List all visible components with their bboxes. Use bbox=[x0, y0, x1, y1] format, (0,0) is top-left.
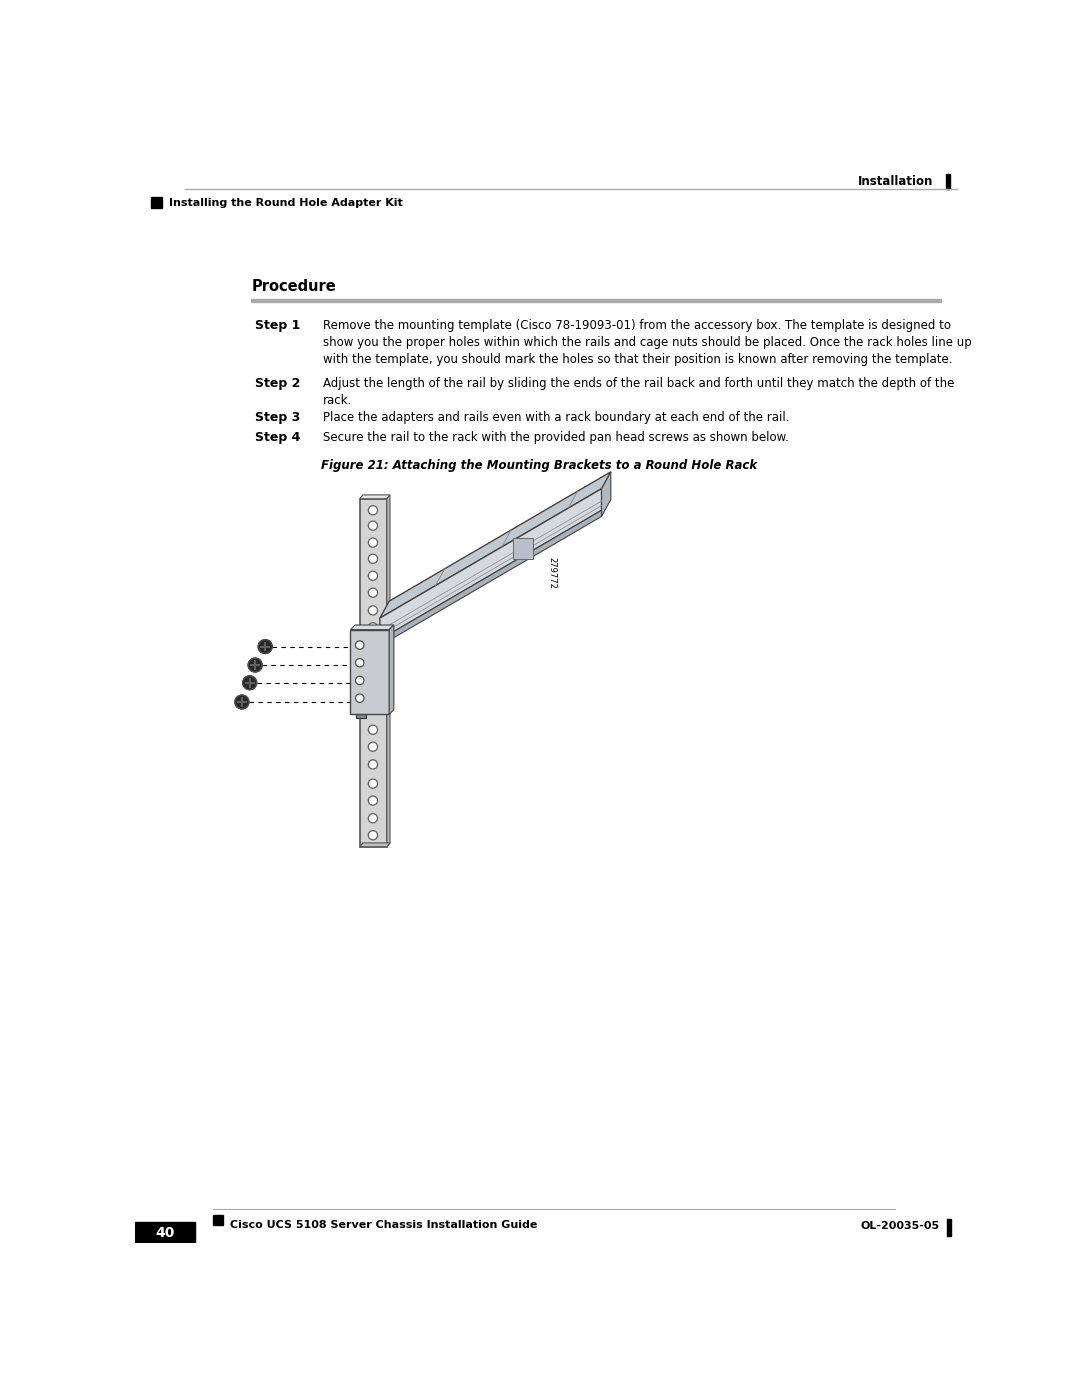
Polygon shape bbox=[350, 630, 389, 714]
Circle shape bbox=[368, 555, 378, 563]
Text: Step 3: Step 3 bbox=[255, 411, 300, 423]
Bar bbox=[135, 1222, 195, 1243]
Circle shape bbox=[368, 760, 378, 768]
Bar bbox=[252, 299, 941, 302]
Circle shape bbox=[368, 521, 378, 531]
Circle shape bbox=[355, 641, 364, 650]
Polygon shape bbox=[356, 626, 366, 718]
Bar bbox=[213, 1215, 222, 1225]
Text: Place the adapters and rails even with a rack boundary at each end of the rail.: Place the adapters and rails even with a… bbox=[323, 411, 789, 423]
Text: Adjust the length of the rail by sliding the ends of the rail back and forth unt: Adjust the length of the rail by sliding… bbox=[323, 377, 954, 407]
Circle shape bbox=[368, 796, 378, 805]
Circle shape bbox=[368, 571, 378, 580]
Text: 279772: 279772 bbox=[548, 557, 556, 590]
Text: Figure 21: Attaching the Mounting Brackets to a Round Hole Rack: Figure 21: Attaching the Mounting Bracke… bbox=[321, 458, 757, 472]
Text: OL-20035-05: OL-20035-05 bbox=[861, 1221, 940, 1231]
Polygon shape bbox=[350, 624, 394, 630]
Polygon shape bbox=[389, 624, 394, 714]
Polygon shape bbox=[602, 472, 611, 517]
Polygon shape bbox=[360, 499, 387, 847]
Polygon shape bbox=[380, 489, 602, 640]
Bar bbox=[150, 197, 162, 208]
Polygon shape bbox=[360, 495, 390, 499]
Circle shape bbox=[368, 742, 378, 752]
Circle shape bbox=[368, 606, 378, 615]
Circle shape bbox=[368, 725, 378, 735]
Text: Cisco UCS 5108 Server Chassis Installation Guide: Cisco UCS 5108 Server Chassis Installati… bbox=[230, 1220, 537, 1231]
Polygon shape bbox=[513, 538, 532, 559]
Text: Secure the rail to the rack with the provided pan head screws as shown below.: Secure the rail to the rack with the pro… bbox=[323, 432, 788, 444]
Text: Installation: Installation bbox=[858, 175, 933, 189]
Text: Procedure: Procedure bbox=[252, 279, 336, 295]
Circle shape bbox=[355, 676, 364, 685]
Polygon shape bbox=[387, 495, 390, 847]
Text: Remove the mounting template (Cisco 78-19093-01) from the accessory box. The tem: Remove the mounting template (Cisco 78-1… bbox=[323, 320, 971, 366]
Text: Installing the Round Hole Adapter Kit: Installing the Round Hole Adapter Kit bbox=[170, 198, 403, 208]
Bar bbox=[946, 173, 949, 189]
Polygon shape bbox=[380, 472, 611, 617]
Circle shape bbox=[258, 640, 272, 654]
Circle shape bbox=[368, 780, 378, 788]
Circle shape bbox=[368, 640, 378, 650]
Text: Step 4: Step 4 bbox=[255, 432, 300, 444]
Text: Step 1: Step 1 bbox=[255, 320, 300, 332]
Circle shape bbox=[368, 588, 378, 598]
Polygon shape bbox=[360, 842, 390, 847]
Text: 40: 40 bbox=[156, 1225, 175, 1239]
Polygon shape bbox=[380, 510, 602, 645]
Circle shape bbox=[368, 538, 378, 548]
Text: Step 2: Step 2 bbox=[255, 377, 300, 390]
Bar bbox=[947, 1220, 951, 1236]
Circle shape bbox=[248, 658, 262, 672]
Circle shape bbox=[368, 813, 378, 823]
Circle shape bbox=[355, 694, 364, 703]
Circle shape bbox=[368, 506, 378, 515]
Circle shape bbox=[355, 658, 364, 666]
Circle shape bbox=[368, 623, 378, 631]
Circle shape bbox=[243, 676, 257, 690]
Circle shape bbox=[235, 696, 248, 708]
Circle shape bbox=[368, 831, 378, 840]
